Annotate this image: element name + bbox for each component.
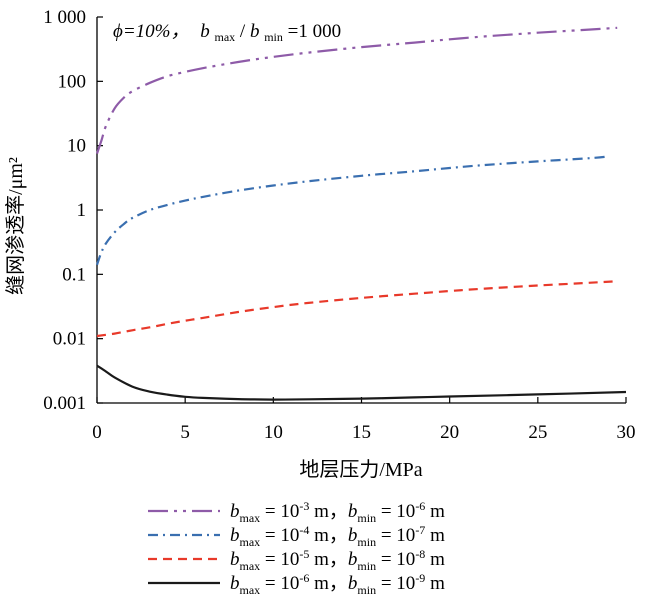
legend-text-part: = 10 bbox=[376, 501, 415, 522]
annotation-slash: / bbox=[240, 21, 246, 42]
legend-text-part: max bbox=[240, 535, 261, 549]
legend-text-part: -9 bbox=[415, 571, 425, 585]
x-ticks: 0 5 10 15 20 25 30 bbox=[92, 397, 636, 443]
annotation-phi: ϕ=10%， bbox=[113, 21, 189, 42]
y-tick-label: 1 bbox=[77, 200, 87, 221]
legend-label-3: bmax = 10-5 m，bmin = 10-8 m bbox=[230, 547, 445, 573]
legend-text-part: b bbox=[348, 549, 358, 570]
annotation-eq: =1 000 bbox=[288, 21, 341, 42]
annotation-sub-max: max bbox=[214, 30, 235, 44]
series-line-3 bbox=[96, 280, 618, 338]
legend-text-part: = 10 bbox=[260, 501, 299, 522]
legend-text-part: m bbox=[425, 573, 445, 594]
x-tick-label: 5 bbox=[180, 422, 190, 443]
annotation-b2: b bbox=[250, 21, 260, 42]
legend-text-part: = 10 bbox=[376, 549, 415, 570]
legend-label-4: bmax = 10-6 m，bmin = 10-9 m bbox=[230, 571, 445, 597]
y-tick-label: 0.1 bbox=[62, 264, 86, 285]
legend-text-part: m， bbox=[309, 573, 348, 594]
legend-text-part: m bbox=[425, 549, 445, 570]
legend-text-part: = 10 bbox=[260, 549, 299, 570]
x-tick-label: 30 bbox=[617, 422, 636, 443]
legend-text-part: = 10 bbox=[376, 525, 415, 546]
x-tick-label: 0 bbox=[92, 422, 102, 443]
legend-text-part: min bbox=[357, 583, 376, 597]
legend-text-part: = 10 bbox=[260, 573, 299, 594]
legend-text-part: b bbox=[348, 501, 358, 522]
chart-annotation: ϕ=10%， b max / b min =1 000 bbox=[113, 21, 341, 46]
series-line-2 bbox=[95, 155, 609, 266]
legend-text-part: m， bbox=[309, 525, 348, 546]
legend-text-part: -4 bbox=[299, 523, 309, 537]
legend-text-part: b bbox=[230, 573, 240, 594]
x-tick-label: 15 bbox=[352, 422, 371, 443]
legend-text-part: min bbox=[357, 559, 376, 573]
legend-text-part: -6 bbox=[415, 499, 425, 513]
y-tick-label: 10 bbox=[67, 136, 86, 157]
legend-text-part: b bbox=[348, 573, 358, 594]
legend-text-part: -6 bbox=[299, 571, 309, 585]
legend-text-part: max bbox=[240, 559, 261, 573]
y-tick-label: 0.01 bbox=[53, 329, 86, 350]
x-axis-label: 地层压力/MPa bbox=[299, 458, 422, 481]
legend-text-part: b bbox=[348, 525, 358, 546]
legend-text-part: b bbox=[230, 501, 240, 522]
legend-text-part: -8 bbox=[415, 547, 425, 561]
legend-label-1: bmax = 10-3 m，bmin = 10-6 m bbox=[230, 499, 445, 525]
axes bbox=[96, 17, 626, 404]
legend-text-part: m， bbox=[309, 549, 348, 570]
legend-text-part: m bbox=[425, 501, 445, 522]
legend-text-part: -7 bbox=[415, 523, 425, 537]
legend-label-2: bmax = 10-4 m，bmin = 10-7 m bbox=[230, 523, 445, 549]
annotation-b1: b bbox=[200, 21, 210, 42]
x-tick-label: 20 bbox=[440, 422, 459, 443]
annotation-sub-min: min bbox=[264, 30, 283, 44]
x-tick-label: 10 bbox=[264, 422, 283, 443]
legend-text-part: = 10 bbox=[376, 573, 415, 594]
series-line-4 bbox=[96, 364, 627, 401]
legend-text-part: b bbox=[230, 525, 240, 546]
legend-text-part: min bbox=[357, 511, 376, 525]
legend-text-part: min bbox=[357, 535, 376, 549]
legend-text-part: max bbox=[240, 583, 261, 597]
y-tick-label: 0.001 bbox=[43, 393, 86, 414]
legend-text-part: -5 bbox=[299, 547, 309, 561]
legend-text-part: b bbox=[230, 549, 240, 570]
x-tick-label: 25 bbox=[528, 422, 547, 443]
legend-text-part: -3 bbox=[299, 499, 309, 513]
y-axis-label: 缝网渗透率/μm² bbox=[4, 157, 27, 295]
series-line-1 bbox=[95, 26, 618, 155]
y-tick-label: 1 000 bbox=[43, 7, 86, 28]
legend-text-part: m， bbox=[309, 501, 348, 522]
legend-text-part: max bbox=[240, 511, 261, 525]
legend-text-part: m bbox=[425, 525, 445, 546]
y-tick-label: 100 bbox=[58, 71, 87, 92]
legend-text-part: = 10 bbox=[260, 525, 299, 546]
series-lines bbox=[95, 26, 627, 401]
y-ticks: 0.001 0.01 0.1 1 10 100 1 000 bbox=[43, 7, 103, 414]
